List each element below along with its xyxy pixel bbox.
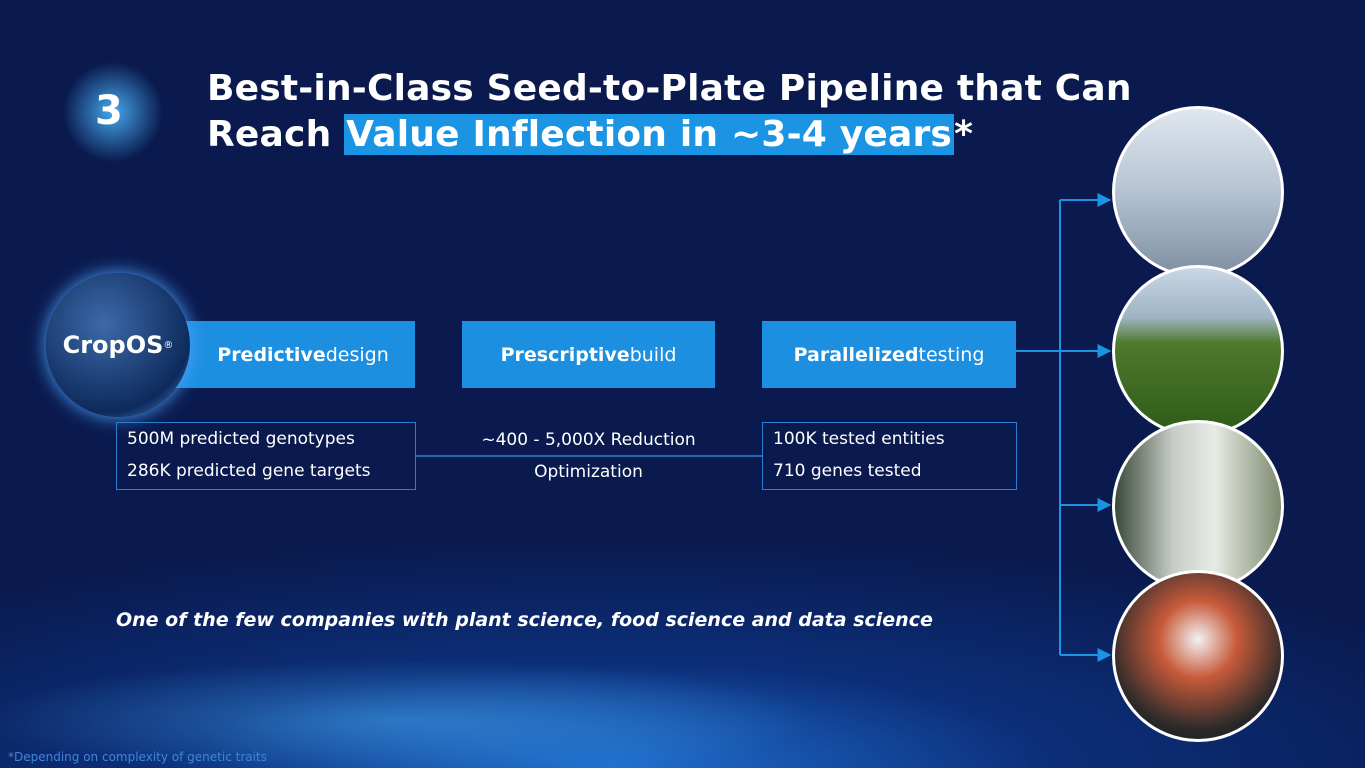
title-line: Best-in-Class Seed-to-Plate Pipeline tha… [207, 68, 1132, 109]
title-line: Reach Value Inflection in ~3-4 years* [207, 114, 973, 155]
metric: 500M predicted genotypes [127, 429, 355, 449]
metric: 710 genes tested [773, 461, 922, 481]
footnote: *Depending on complexity of genetic trai… [8, 750, 267, 764]
tagline: One of the few companies with plant scie… [116, 609, 933, 631]
floor-glow [0, 660, 820, 768]
metric: 100K tested entities [773, 429, 945, 449]
title-text: Reach [207, 114, 345, 155]
metric-box: 500M predicted genotypes 286K predicted … [116, 422, 416, 490]
stage: Predictive design [171, 321, 415, 388]
stage-bold: Prescriptive [500, 343, 630, 366]
metric: 286K predicted gene targets [127, 461, 371, 481]
title-highlight: Value Inflection in ~3-4 years [344, 114, 955, 155]
photo-lab [1112, 106, 1284, 278]
metric-box: 100K tested entities 710 genes tested [762, 422, 1017, 490]
photo-field [1112, 265, 1284, 437]
title-text: * [954, 114, 974, 155]
stage: Parallelized testing [762, 321, 1016, 388]
photo-showroom [1112, 420, 1284, 592]
stage-bold: Predictive [217, 343, 326, 366]
stage-text: testing [918, 343, 985, 366]
logo-text: CropOS [62, 331, 164, 359]
logo-mark: ® [163, 339, 174, 351]
metric: Optimization [534, 462, 643, 482]
metric: ~400 - 5,000X Reduction [481, 430, 696, 450]
metric-group: ~400 - 5,000X Reduction Optimization [462, 422, 715, 488]
logo: CropOS ® [46, 273, 190, 417]
stage-bold: Parallelized [793, 343, 919, 366]
stage: Prescriptive build [462, 321, 715, 388]
stage-text: build [629, 343, 677, 366]
badge-glow [63, 62, 163, 162]
stage-text: design [325, 343, 389, 366]
photo-food [1112, 570, 1284, 742]
section-badge: 3 [95, 88, 123, 134]
